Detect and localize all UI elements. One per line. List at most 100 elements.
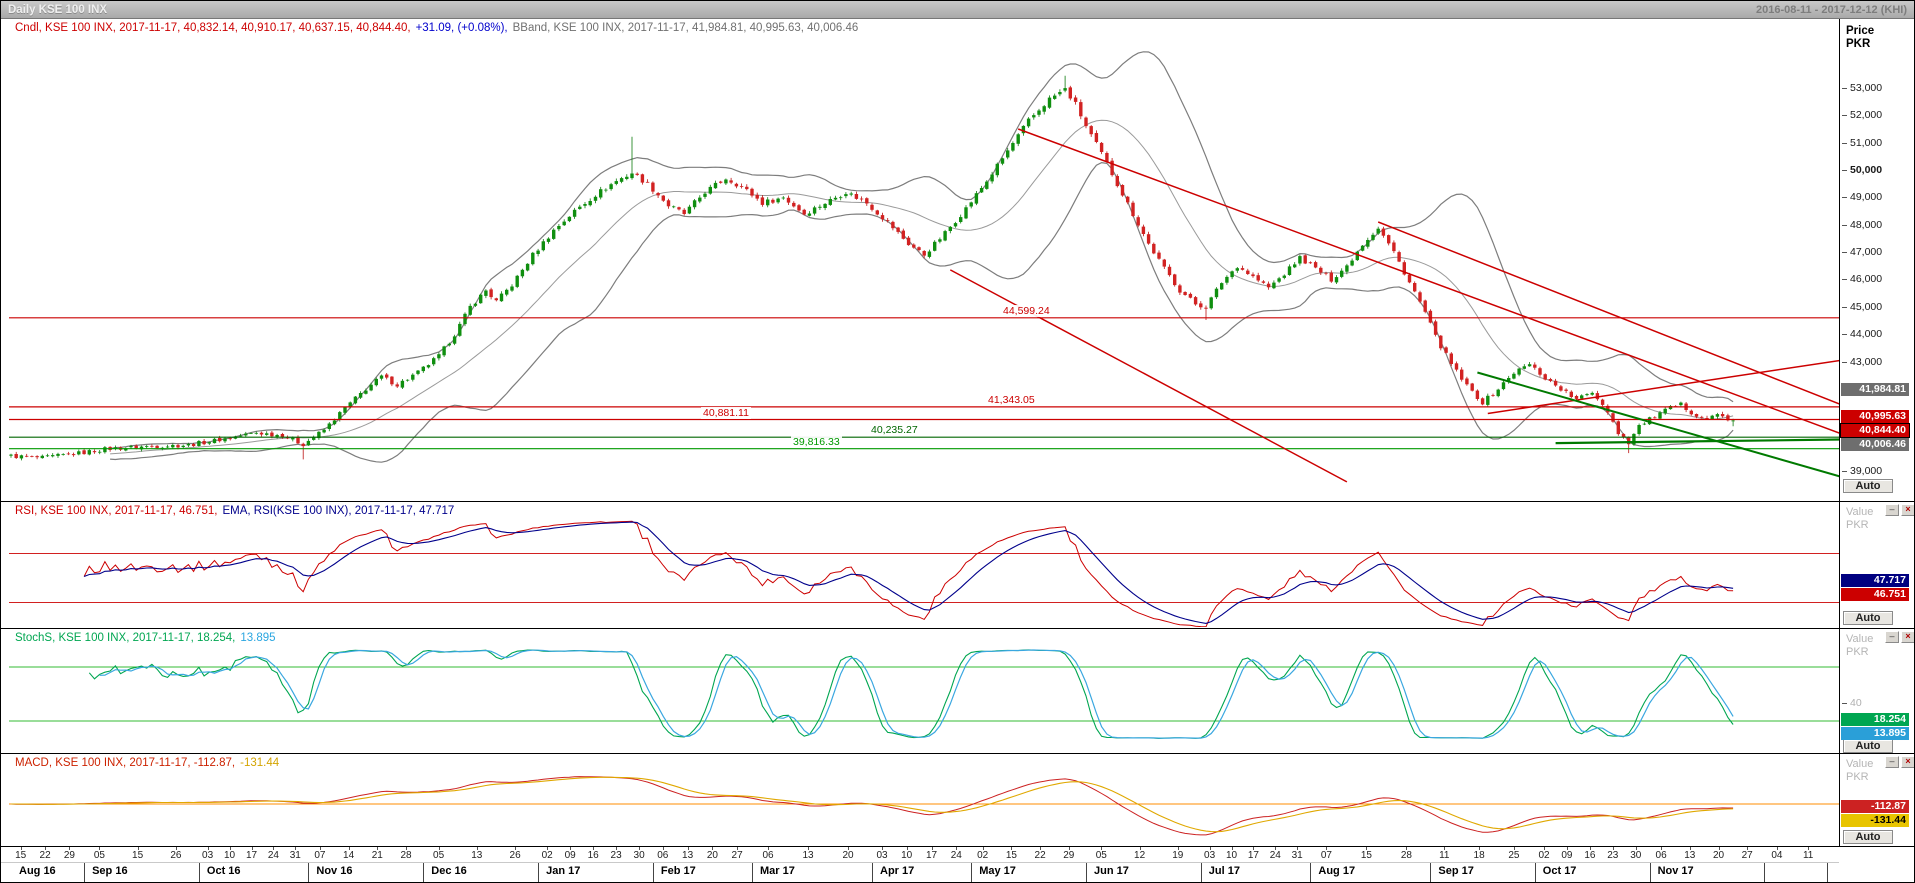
axis-value-badge: 40,995.63 [1841, 410, 1909, 423]
stoch-axis-title: Value [1846, 633, 1874, 645]
time-axis[interactable]: Aug 16 15 22 29 Sep 16 05 15 26 Oct 16 03 10 17 24 31… [1, 846, 1914, 882]
x-axis-day-label: 10 [901, 850, 913, 861]
tick-mark [1842, 114, 1847, 116]
x-axis-day-label: 13 [1684, 850, 1696, 861]
price-axis-separator [1839, 19, 1840, 846]
stoch-axis-auto-button[interactable]: Auto [1843, 739, 1893, 753]
macd-minimize-button[interactable]: – [1885, 756, 1899, 768]
x-axis-month-label: May 17 [979, 865, 1016, 877]
day-tick-mark [768, 847, 769, 850]
x-axis-day-label: 02 [541, 850, 553, 861]
panel-separator[interactable] [1, 628, 1914, 629]
x-axis-day-label: 07 [314, 850, 326, 861]
day-tick-mark [1366, 847, 1368, 850]
macd-axis-auto-button[interactable]: Auto [1843, 830, 1893, 844]
x-axis-day-label: 23 [610, 850, 622, 861]
rsi-close-button[interactable]: × [1901, 504, 1914, 516]
macd-panel[interactable] [9, 776, 1839, 836]
axis-tick: 47,000 [1842, 246, 1882, 258]
price-axis-title: Price [1846, 25, 1875, 37]
main-price-panel[interactable] [9, 51, 1906, 485]
x-axis-day-label: 26 [509, 850, 521, 861]
rsi-legend: RSI, KSE 100 INX, 2017-11-17, 46.751, EMA… [15, 505, 460, 517]
trendline[interactable] [1487, 351, 1906, 415]
trendline[interactable] [1555, 438, 1906, 445]
price-level-label: 44,599.24 [1001, 305, 1052, 317]
panel-separator[interactable] [1, 501, 1914, 502]
day-tick-mark [438, 847, 440, 850]
tick-mark [1842, 196, 1847, 198]
day-tick-mark [175, 847, 177, 850]
macd-axis-unit: PKR [1846, 771, 1869, 783]
day-tick-mark [295, 847, 297, 850]
x-axis-day-label: 28 [400, 850, 412, 861]
day-tick-mark [737, 847, 739, 850]
main-axis-auto-button[interactable]: Auto [1843, 479, 1893, 493]
axis-tick: 40 [1842, 697, 1862, 709]
x-axis-day-label: 05 [1095, 850, 1107, 861]
trendline[interactable] [1017, 128, 1853, 438]
trendline[interactable] [1477, 371, 1868, 485]
x-axis-day-label: 13 [802, 850, 814, 861]
tick-mark [1842, 306, 1847, 308]
axis-tick-label: 48,000 [1850, 219, 1883, 231]
x-axis-month-label: Jul 17 [1208, 865, 1240, 877]
day-tick-mark [1689, 847, 1691, 850]
axis-value-badge: 13.895 [1841, 727, 1909, 740]
day-tick-mark [906, 847, 908, 850]
x-axis-day-label: 12 [1134, 850, 1146, 861]
day-tick-mark [1209, 847, 1211, 850]
macd-close-button[interactable]: × [1901, 756, 1914, 768]
day-tick-mark [1101, 847, 1103, 850]
x-axis-day-label: 26 [170, 850, 182, 861]
rsi-axis-auto-button[interactable]: Auto [1843, 611, 1893, 625]
x-axis-day-label: 06 [657, 850, 669, 861]
rsi-line [83, 520, 1734, 627]
day-tick-mark [662, 847, 664, 850]
stoch-close-button[interactable]: × [1901, 631, 1914, 643]
x-axis-day-label: 14 [343, 850, 355, 861]
day-tick-mark [229, 847, 231, 850]
day-tick-mark [20, 847, 22, 850]
day-tick-mark [1513, 847, 1515, 850]
x-axis-day-label: 16 [587, 850, 599, 861]
axis-tick: 45,000 [1842, 301, 1882, 313]
legend-text: MACD, KSE 100 INX, 2017-11-17, -112.87, [15, 757, 236, 769]
day-tick-mark [1139, 847, 1141, 850]
day-tick-mark [273, 847, 275, 850]
trendline[interactable] [949, 269, 1348, 483]
x-axis-day-label: 10 [1225, 850, 1238, 861]
x-axis-day-label: 05 [93, 850, 105, 861]
day-tick-mark [1747, 847, 1749, 850]
time-axis-rowline [1, 862, 1839, 863]
x-axis-day-label: 28 [1400, 850, 1412, 861]
rsi-panel[interactable] [9, 520, 1839, 627]
day-tick-mark [808, 847, 809, 850]
month-separator [198, 863, 200, 882]
x-axis-day-label: 15 [1360, 850, 1372, 861]
day-tick-mark [687, 847, 689, 850]
day-tick-mark [348, 847, 350, 850]
axis-tick: 44,000 [1842, 328, 1882, 340]
macd-line [10, 776, 1734, 836]
x-axis-day-label: 22 [1034, 850, 1046, 861]
window-titlebar[interactable]: Daily KSE 100 INX 2016-08-11 - 2017-12-1… [1, 1, 1914, 19]
axis-tick: 52,000 [1842, 109, 1882, 121]
trendline[interactable] [1377, 221, 1905, 430]
x-axis-day-label: 05 [433, 850, 445, 861]
tick-mark [1842, 87, 1847, 89]
panel-separator[interactable] [1, 753, 1914, 754]
x-axis-day-label: 07 [1320, 850, 1332, 861]
day-tick-mark [1589, 847, 1591, 850]
rsi-minimize-button[interactable]: – [1885, 504, 1899, 516]
day-tick-mark [69, 847, 71, 850]
day-tick-mark [251, 847, 253, 850]
month-separator [652, 863, 654, 882]
axis-tick-label: 51,000 [1850, 137, 1883, 149]
stoch-minimize-button[interactable]: – [1885, 631, 1899, 643]
x-axis-day-label: 24 [267, 850, 279, 861]
x-axis-day-label: 27 [731, 850, 743, 861]
axis-tick-label: 40 [1850, 697, 1862, 709]
stoch-panel[interactable] [9, 649, 1839, 739]
